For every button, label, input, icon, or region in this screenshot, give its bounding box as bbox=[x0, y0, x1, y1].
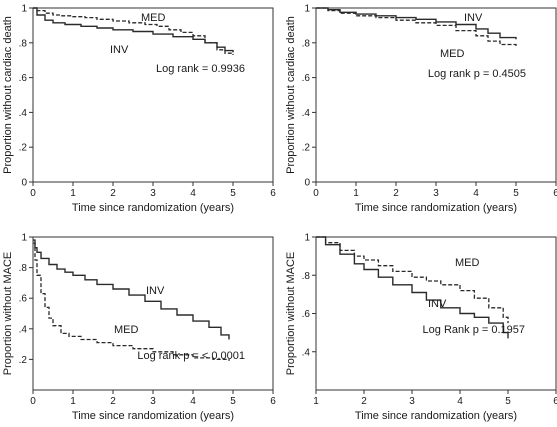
plot-frame bbox=[315, 236, 557, 391]
chart-panel-2: 0 1 2 3 4 5 6 0 .2 .4 .6 .8 1 Time since randomizatio… bbox=[285, 4, 557, 215]
x-tick-label: 1 bbox=[70, 396, 76, 407]
series-inv-label: INV bbox=[464, 12, 483, 24]
log-rank-annotation: Log Rank p = 0.1957 bbox=[423, 324, 525, 336]
y-tick-label: .6 bbox=[302, 73, 311, 84]
x-tick-label: 2 bbox=[110, 188, 116, 199]
x-tick-label: 3 bbox=[150, 396, 156, 407]
x-tick-label: 0 bbox=[313, 188, 319, 199]
x-tick-label: 5 bbox=[230, 396, 236, 407]
x-tick-label: 1 bbox=[313, 396, 319, 407]
y-tick-label: .8 bbox=[19, 38, 28, 49]
y-tick-label: .8 bbox=[302, 38, 311, 49]
y-tick-label: 1 bbox=[304, 233, 310, 244]
series-med-label: MED bbox=[141, 12, 166, 24]
chart-panel-3: 0 1 2 3 4 5 6 .2 .4 .6 .8 1 Time since randomization… bbox=[2, 233, 276, 423]
log-rank-annotation: Log rank p = 0.4505 bbox=[428, 68, 526, 80]
x-tick-label: 3 bbox=[150, 188, 156, 199]
y-axis-label: Proportion without MACE bbox=[2, 252, 14, 376]
y-tick-label: .8 bbox=[19, 263, 28, 274]
y-tick-label: .6 bbox=[302, 309, 311, 320]
x-tick-label: 1 bbox=[353, 188, 359, 199]
x-tick-label: 3 bbox=[433, 188, 439, 199]
y-tick-label: .8 bbox=[302, 271, 311, 282]
y-tick-label: 1 bbox=[21, 233, 27, 244]
series-med-line bbox=[316, 7, 517, 48]
series-med-line bbox=[316, 236, 509, 324]
y-tick-label: 0 bbox=[21, 178, 27, 189]
y-tick-label: .2 bbox=[302, 143, 311, 154]
x-axis-label: Time since randomization (years) bbox=[355, 202, 517, 214]
series-med-label: MED bbox=[440, 48, 465, 60]
y-axis-label: Proportion without MACE bbox=[285, 252, 297, 376]
x-tick-label: 1 bbox=[70, 188, 76, 199]
x-tick-label: 4 bbox=[190, 188, 196, 199]
x-axis-label: Time since randomization (years) bbox=[355, 410, 517, 422]
x-tick-label: 4 bbox=[190, 396, 196, 407]
x-tick-label: 3 bbox=[409, 396, 415, 407]
series-med-label: MED bbox=[455, 257, 480, 269]
y-tick-label: .6 bbox=[19, 73, 28, 84]
x-tick-label: 0 bbox=[30, 188, 36, 199]
x-tick-label: 5 bbox=[505, 396, 511, 407]
chart-panel-1: 0 1 2 3 4 5 6 0 .2 .4 .6 .8 1 Time since randomizatio… bbox=[2, 4, 276, 215]
x-tick-label: 6 bbox=[270, 188, 276, 199]
x-axis-label: Time since randomization (years) bbox=[72, 202, 234, 214]
plot-frame bbox=[32, 236, 274, 391]
y-tick-label: 1 bbox=[21, 4, 27, 15]
series-inv-line bbox=[33, 7, 234, 53]
x-tick-label: 4 bbox=[457, 396, 463, 407]
y-tick-label: 0 bbox=[304, 178, 310, 189]
series-med-line bbox=[33, 242, 230, 361]
series-inv-label: INV bbox=[110, 44, 129, 56]
x-tick-label: 2 bbox=[110, 396, 116, 407]
series-inv-line bbox=[316, 7, 517, 40]
x-tick-label: 4 bbox=[473, 188, 479, 199]
y-tick-label: .2 bbox=[19, 355, 28, 366]
y-tick-label: .4 bbox=[302, 108, 311, 119]
y-tick-label: .4 bbox=[19, 108, 28, 119]
x-axis-label: Time since randomization (years) bbox=[72, 410, 234, 422]
log-rank-annotation: Log rank = 0.9936 bbox=[156, 63, 245, 75]
y-tick-label: .4 bbox=[302, 347, 311, 358]
y-tick-label: .6 bbox=[19, 294, 28, 305]
x-tick-label: 6 bbox=[553, 396, 557, 407]
y-axis-label: Proportion without cardiac death bbox=[285, 16, 297, 174]
y-axis-label: Proportion without cardiac death bbox=[2, 16, 14, 174]
x-tick-label: 0 bbox=[30, 396, 36, 407]
series-inv-label: INV bbox=[146, 285, 165, 297]
x-tick-label: 6 bbox=[553, 188, 557, 199]
log-rank-annotation: Log rank p = < 0.0001 bbox=[137, 350, 245, 362]
x-tick-label: 5 bbox=[513, 188, 519, 199]
series-med-label: MED bbox=[114, 324, 139, 336]
y-tick-label: .2 bbox=[19, 143, 28, 154]
plot-frame bbox=[315, 7, 557, 183]
x-tick-label: 2 bbox=[361, 396, 367, 407]
chart-panel-4: 1 2 3 4 5 6 .4 .6 .8 1 Time since randomization (y… bbox=[285, 233, 557, 423]
series-inv-label: INV bbox=[428, 298, 447, 310]
x-tick-label: 5 bbox=[230, 188, 236, 199]
series-inv-line bbox=[33, 239, 230, 340]
x-tick-label: 2 bbox=[393, 188, 399, 199]
y-tick-label: 1 bbox=[304, 4, 310, 15]
series-inv-line bbox=[316, 236, 509, 339]
y-tick-label: .4 bbox=[19, 324, 28, 335]
x-tick-label: 6 bbox=[270, 396, 276, 407]
